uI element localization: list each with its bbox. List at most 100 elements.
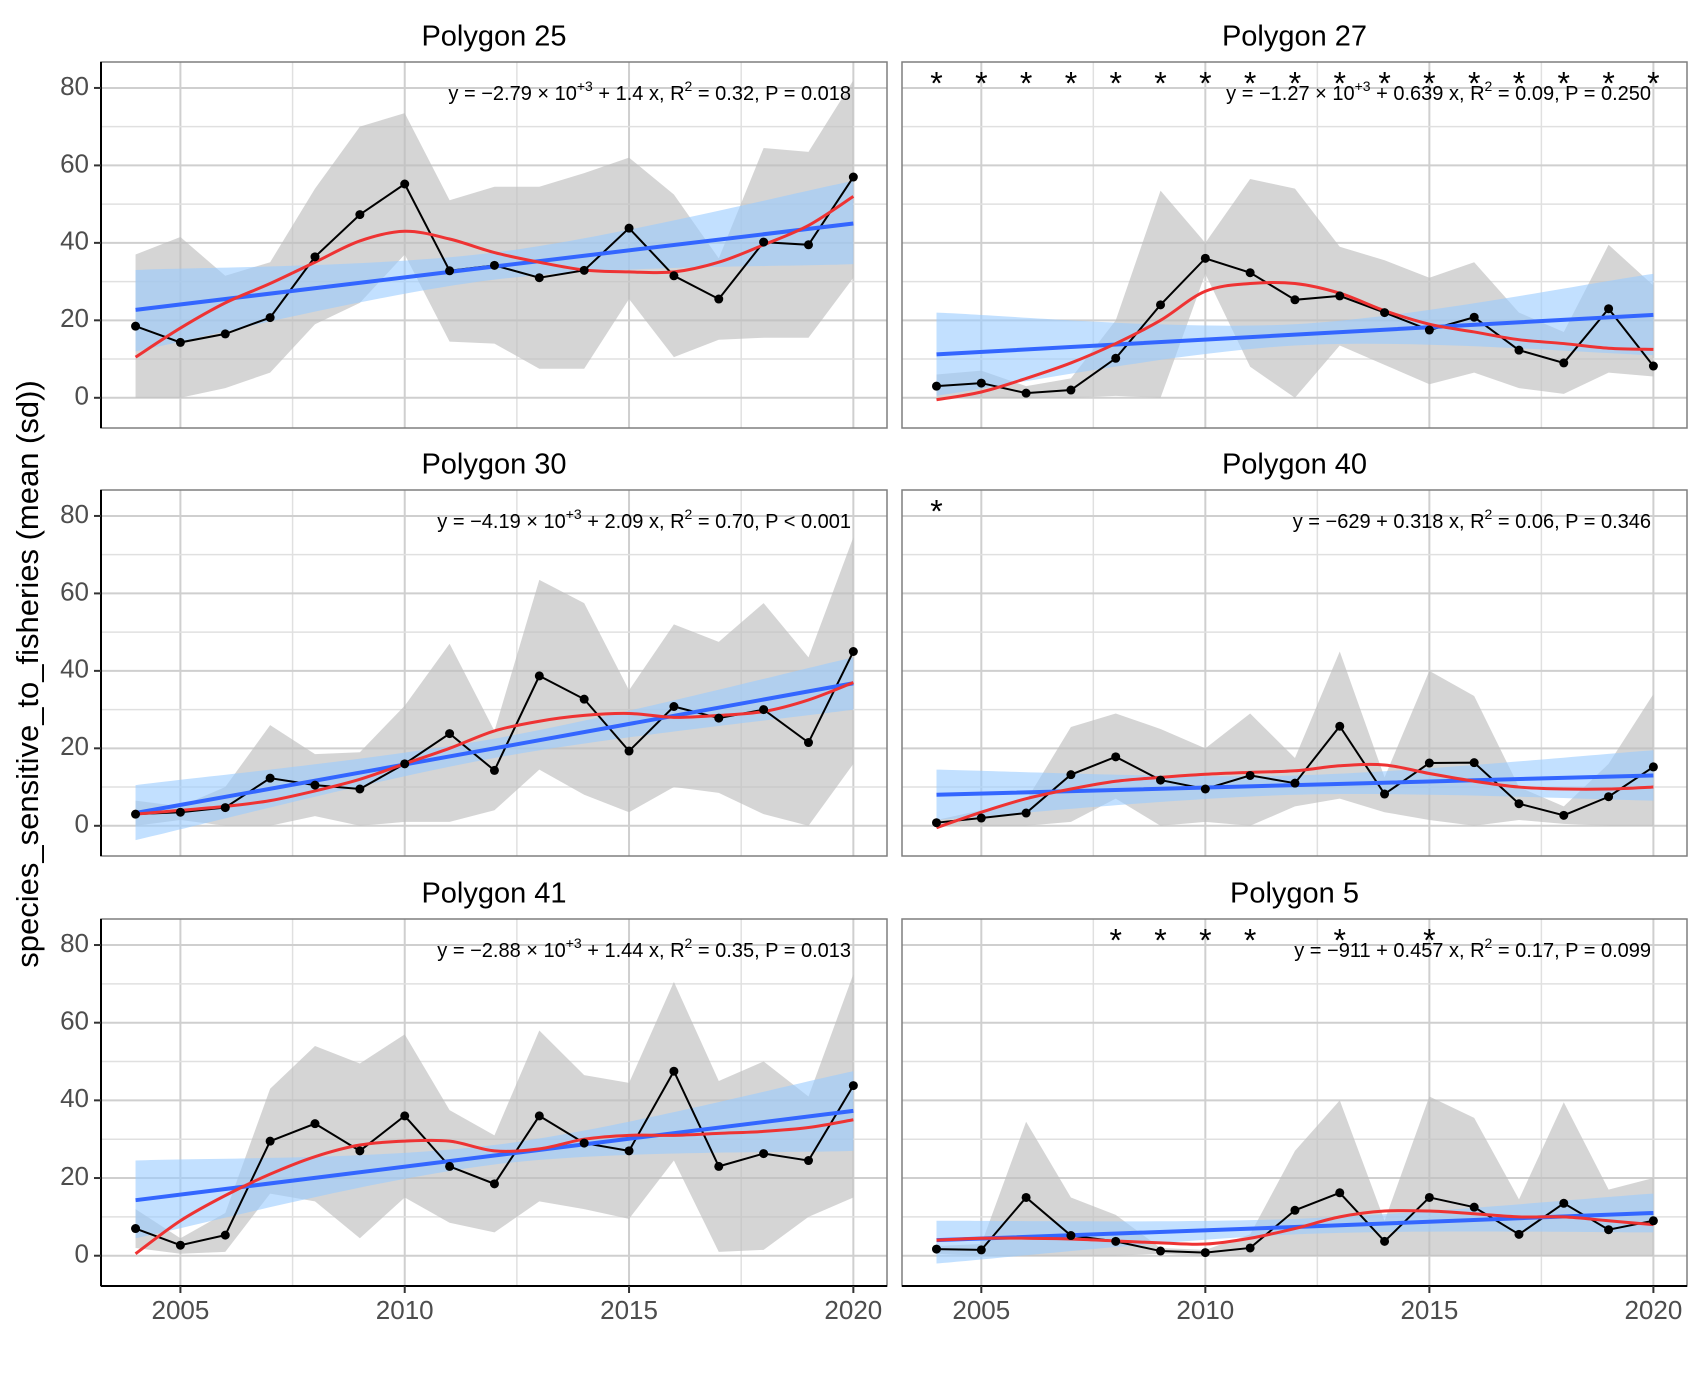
significance-marker: * [1334, 922, 1346, 958]
y-tick-label: 20 [60, 1161, 89, 1191]
smooth-line [936, 1209, 1654, 1246]
y-tick-label: 0 [75, 809, 89, 839]
data-point [1380, 1236, 1390, 1246]
data-point [1200, 1248, 1210, 1258]
y-tick-label: 0 [75, 1239, 89, 1269]
y-axis-label: species_sensitive_to_fisheries (mean (sd… [10, 380, 45, 968]
data-point [1604, 792, 1614, 802]
x-tick-label: 2005 [151, 1295, 209, 1325]
significance-marker: * [1468, 65, 1480, 101]
equation: y = −629 + 0.318 x, R2 = 0.06, P = 0.346 [1293, 506, 1651, 534]
panel-border [901, 61, 1688, 429]
superscript: +3 [1355, 78, 1371, 94]
data-point [579, 265, 589, 275]
data-point [803, 738, 813, 748]
significance-marker: * [1334, 65, 1346, 101]
significance-marker: * [1109, 922, 1121, 958]
data-point [1514, 345, 1524, 355]
data-point [624, 746, 634, 756]
panel-title: Polygon 25 [421, 21, 566, 53]
plot-area [134, 974, 855, 1255]
data-point [848, 647, 858, 657]
data-point [1156, 300, 1166, 310]
x-tick-label: 2015 [1400, 1295, 1458, 1325]
equation-part: y = −4.19 × 10 [437, 511, 565, 533]
data-point [489, 1179, 499, 1189]
smooth-line [936, 280, 1654, 402]
data-point [1604, 1225, 1614, 1235]
data-point [848, 1081, 858, 1091]
smooth-line [135, 681, 854, 816]
equation-part: y = −2.79 × 10 [448, 83, 576, 105]
data-point [265, 1136, 275, 1146]
significance-marker: * [1647, 65, 1659, 101]
equation-part: = 0.06, P = 0.346 [1492, 511, 1651, 533]
x-tick-label: 2010 [376, 1295, 434, 1325]
data-point [310, 252, 320, 262]
panel: Polygon 25 y = −2.79 × 10+3 + 1.4 x, R2 =… [60, 21, 888, 429]
data-point [976, 813, 986, 823]
data-point [932, 1244, 942, 1254]
data-point [175, 807, 185, 817]
data-point [932, 818, 942, 828]
data-point [1245, 770, 1255, 780]
y-tick-label: 80 [60, 499, 89, 529]
data-point [1380, 308, 1390, 318]
plot-area [134, 80, 855, 398]
sd-ribbon [135, 80, 854, 398]
panel: Polygon 30 y = −4.19 × 10+3 + 2.09 x, R2 … [60, 449, 888, 857]
significance-marker: * [1558, 65, 1570, 101]
data-point [131, 1224, 141, 1234]
panel-title: Polygon 5 [1230, 878, 1359, 910]
superscript: 2 [1485, 935, 1493, 951]
data-point [759, 237, 769, 247]
significance-marker: * [1423, 922, 1435, 958]
y-tick-label: 60 [60, 148, 89, 178]
equation-part: + 0.639 x, R [1371, 83, 1485, 105]
significance-marker: * [1065, 65, 1077, 101]
data-point [1111, 353, 1121, 363]
superscript: 2 [1485, 78, 1493, 94]
y-tick-label: 20 [60, 303, 89, 333]
panel: Polygon 41 y = −2.88 × 10+3 + 1.44 x, R2 … [60, 878, 888, 1325]
data-point [1200, 784, 1210, 794]
data-point [355, 210, 365, 220]
data-point [445, 1161, 455, 1171]
equation-part: = 0.70, P < 0.001 [692, 511, 851, 533]
y-tick-label: 0 [75, 381, 89, 411]
data-point [220, 329, 230, 339]
data-point [1335, 721, 1345, 731]
data-point [1066, 385, 1076, 395]
equation-part: y = −911 + 0.457 x, R [1294, 940, 1484, 962]
trend-line [936, 312, 1654, 357]
data-point [803, 240, 813, 250]
superscript: +3 [577, 78, 593, 94]
trend-line [135, 681, 854, 815]
data-point [131, 321, 141, 331]
equation: y = −2.88 × 10+3 + 1.44 x, R2 = 0.35, P … [437, 935, 851, 963]
x-tick-label: 2020 [1624, 1295, 1682, 1325]
equation-part: = 0.17, P = 0.099 [1492, 940, 1651, 962]
data-point [355, 784, 365, 794]
data-point [355, 1146, 365, 1156]
data-point [310, 1119, 320, 1129]
superscript: +3 [566, 506, 582, 522]
data-point [175, 337, 185, 347]
data-point [534, 273, 544, 283]
data-point [1559, 1198, 1569, 1208]
data-point [669, 702, 679, 712]
data-point [1066, 770, 1076, 780]
data-point [803, 1156, 813, 1166]
panel-title: Polygon 40 [1222, 449, 1367, 481]
y-tick-label: 20 [60, 731, 89, 761]
data-point [579, 694, 589, 704]
panel: Polygon 27* * * * * * * * * * * * * * * * *y = −1.27 × 1… [901, 21, 1688, 429]
data-point [714, 713, 724, 723]
significance-marker: * [1289, 65, 1301, 101]
data-point [1066, 1231, 1076, 1241]
superscript: 2 [685, 78, 693, 94]
data-point [400, 759, 410, 769]
data-point [1021, 388, 1031, 398]
x-tick-label: 2005 [952, 1295, 1010, 1325]
data-point [265, 773, 275, 783]
